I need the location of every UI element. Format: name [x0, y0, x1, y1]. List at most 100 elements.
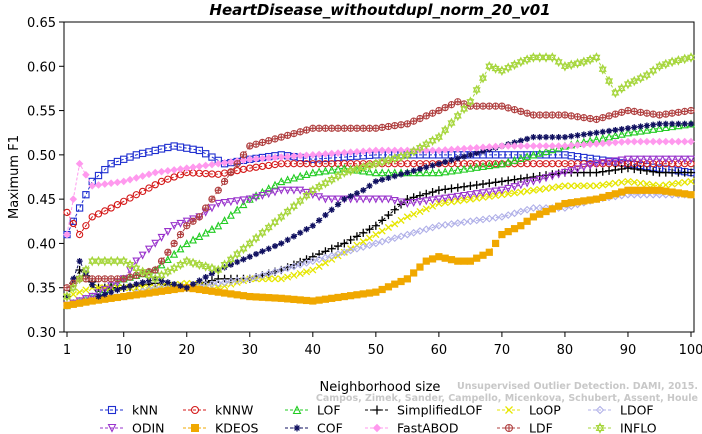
marker-square-filled [309, 297, 317, 305]
data-point [542, 146, 551, 155]
marker-triangle-up [611, 131, 620, 140]
data-point [296, 260, 305, 269]
data-point [293, 424, 301, 432]
data-point [69, 217, 77, 225]
marker-asterisk [309, 222, 316, 229]
marker-square-filled [498, 230, 506, 239]
marker-diamond-filled [245, 155, 254, 164]
marker-triangle-down [252, 193, 261, 202]
data-point [290, 233, 298, 240]
data-point [340, 148, 349, 157]
marker-triangle-down [233, 197, 242, 206]
data-point [145, 170, 153, 179]
data-point [176, 230, 185, 239]
data-point [542, 207, 550, 216]
marker-asterisk [76, 258, 83, 265]
data-point [542, 134, 550, 141]
marker-triangle-up [617, 83, 626, 92]
data-point [214, 221, 223, 230]
data-point [296, 195, 305, 207]
marker-plus [686, 168, 696, 177]
data-point [239, 151, 248, 159]
marker-triangle-down [466, 99, 475, 108]
marker-plus [309, 125, 316, 132]
marker-triangle-up [554, 56, 563, 65]
data-point [94, 275, 103, 283]
marker-triangle-down [271, 188, 279, 197]
data-point [491, 178, 500, 187]
marker-square-filled [120, 292, 128, 301]
marker-diamond [371, 239, 380, 248]
data-point [611, 190, 619, 198]
legend-label: LoOP [529, 403, 561, 418]
data-point [428, 187, 437, 197]
data-point [315, 262, 323, 271]
marker-triangle-up [661, 58, 670, 67]
marker-triangle-up [516, 56, 525, 65]
data-point [403, 275, 411, 283]
data-point [302, 259, 311, 267]
data-point [390, 196, 399, 205]
data-point [202, 286, 210, 294]
marker-triangle-up [289, 173, 298, 182]
data-point [674, 155, 683, 164]
data-point [491, 187, 500, 196]
data-point [126, 273, 134, 281]
marker-asterisk [662, 120, 669, 127]
data-point [485, 192, 493, 201]
marker-triangle-down [497, 186, 506, 195]
marker-triangle-down [207, 204, 216, 213]
marker-square-filled [397, 277, 405, 286]
data-point [485, 248, 493, 256]
data-point [397, 171, 405, 178]
marker-square-filled [504, 228, 512, 236]
data-point [277, 153, 286, 161]
data-point [681, 120, 688, 127]
data-point [668, 137, 676, 146]
data-point [290, 262, 298, 271]
data-point [485, 214, 494, 223]
data-point [378, 237, 387, 246]
marker-plus [196, 213, 203, 220]
data-point [334, 195, 343, 204]
marker-triangle-down [567, 167, 576, 176]
marker-triangle-down [592, 54, 601, 63]
marker-asterisk [631, 124, 638, 131]
marker-triangle-up [560, 60, 569, 69]
data-point [548, 205, 556, 213]
data-point [113, 255, 122, 267]
marker-triangle-up [264, 184, 273, 193]
data-point [352, 163, 361, 175]
data-point [529, 52, 538, 63]
marker-square [75, 204, 84, 212]
marker-square [101, 165, 109, 174]
x-tick-label: 20 [178, 343, 195, 358]
marker-asterisk [517, 137, 524, 144]
marker-plus [379, 124, 386, 131]
marker-plus [334, 125, 342, 132]
data-point [271, 135, 279, 143]
marker-asterisk [612, 126, 619, 134]
marker-triangle-up [642, 69, 651, 78]
marker-square-filled [340, 292, 348, 301]
data-point [618, 178, 626, 186]
data-point [365, 195, 374, 204]
marker-triangle-up [352, 163, 361, 172]
data-point [75, 265, 84, 275]
data-point [265, 294, 273, 302]
data-point [271, 153, 279, 162]
marker-diamond-filled [384, 146, 393, 155]
data-point [529, 186, 537, 194]
marker-asterisk [574, 132, 581, 139]
data-point [290, 129, 298, 138]
marker-triangle-up [195, 259, 204, 268]
data-point [668, 109, 676, 117]
data-point [315, 181, 324, 193]
data-point [170, 285, 178, 294]
marker-triangle-up [573, 58, 582, 66]
data-point [258, 138, 267, 147]
marker-plus [208, 196, 216, 203]
data-point [428, 146, 437, 155]
marker-triangle-down [296, 186, 305, 195]
